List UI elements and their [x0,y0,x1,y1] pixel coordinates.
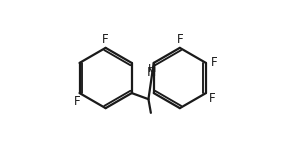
Text: F: F [211,56,218,69]
Text: F: F [177,33,183,46]
Text: F: F [209,93,216,105]
Text: H: H [148,64,156,74]
Text: F: F [74,95,81,108]
Text: N: N [147,66,156,79]
Text: F: F [102,33,109,46]
